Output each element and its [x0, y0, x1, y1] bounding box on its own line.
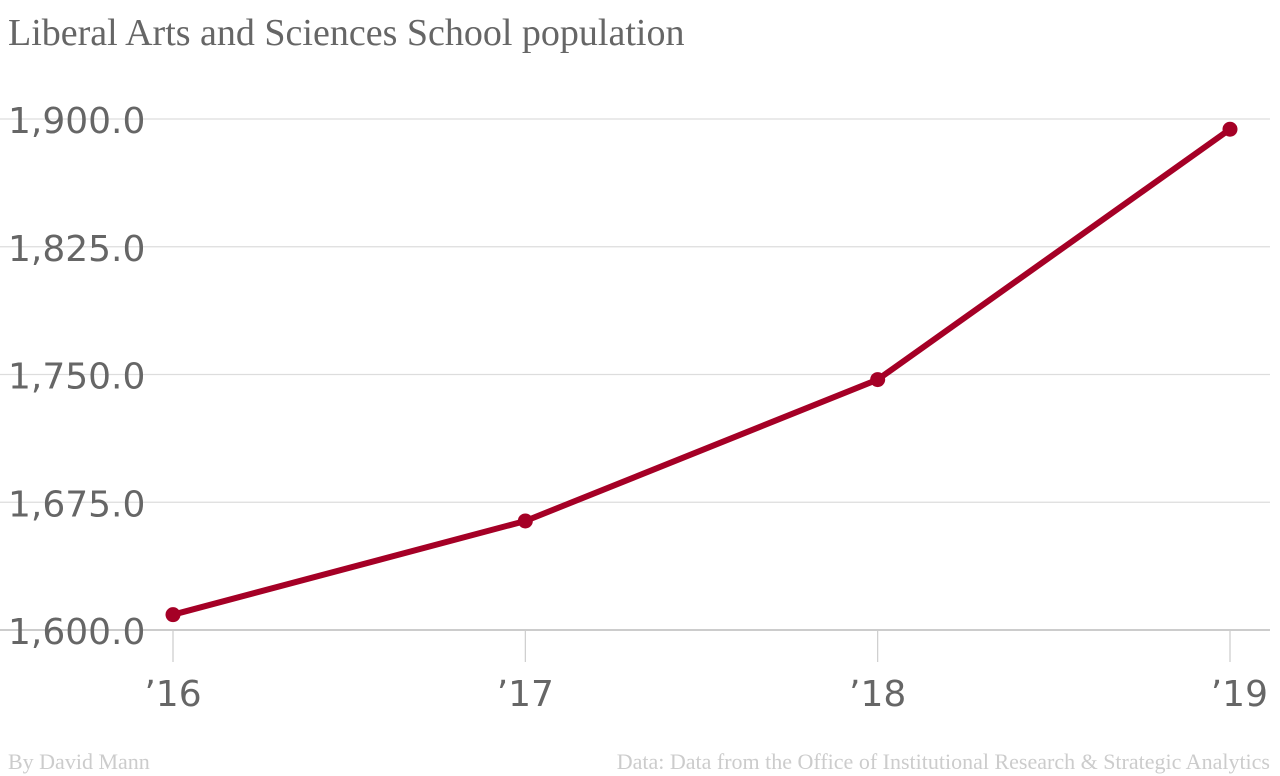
series-layer	[165, 121, 1238, 623]
y-axis-labels: 1,900.0 1,825.0 1,750.0 1,675.0 1,600.0	[8, 101, 145, 653]
x-axis-ticks	[172, 630, 1231, 662]
gridlines	[0, 118, 1270, 631]
data-point	[517, 513, 533, 529]
data-source: Data: Data from the Office of Institutio…	[616, 749, 1270, 774]
y-tick-label: 1,675.0	[8, 484, 145, 525]
x-tick-label: ’19	[1211, 674, 1268, 715]
x-axis-labels: ’16 ’17 ’18 ’19	[144, 674, 1268, 715]
y-tick-label: 1,600.0	[8, 612, 145, 653]
chart-title: Liberal Arts and Sciences School populat…	[8, 12, 685, 54]
x-tick-label: ’16	[144, 674, 201, 715]
y-tick-label: 1,825.0	[8, 229, 145, 270]
x-tick-label: ’18	[849, 674, 906, 715]
y-tick-label: 1,750.0	[8, 357, 145, 398]
data-point	[870, 372, 886, 388]
series-line	[170, 126, 1233, 618]
y-tick-label: 1,900.0	[8, 101, 145, 142]
data-point	[1222, 121, 1238, 137]
data-point	[165, 607, 181, 623]
x-tick-label: ’17	[497, 674, 554, 715]
byline: By David Mann	[8, 749, 150, 774]
